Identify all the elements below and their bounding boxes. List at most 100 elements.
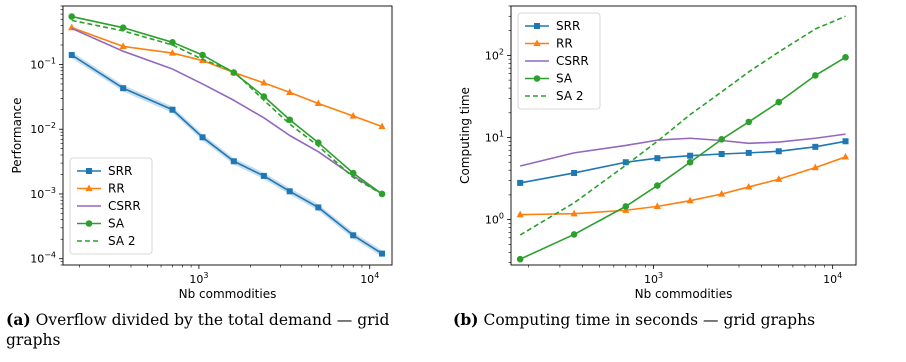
- data-point: [745, 182, 753, 190]
- data-point: [230, 158, 237, 165]
- tick-exponent: 2: [499, 47, 504, 56]
- data-point: [775, 148, 782, 155]
- tick-mantissa: 10: [823, 273, 837, 286]
- y-tick-label: 101: [485, 130, 504, 145]
- legend-label: SA 2: [108, 234, 136, 248]
- x-tick-label: 104: [360, 271, 379, 286]
- data-point: [653, 202, 661, 209]
- data-point: [842, 138, 849, 145]
- legend-label: RR: [556, 37, 573, 51]
- legend-box: [517, 12, 601, 110]
- caption-b-text: Computing time in seconds — grid graphs: [483, 311, 816, 329]
- series-line: [520, 140, 846, 184]
- data-point: [349, 169, 357, 177]
- series-line: [519, 56, 846, 260]
- series-line: [71, 27, 383, 195]
- tick-exponent: 3: [203, 271, 208, 280]
- tick-mantissa: 10: [30, 123, 44, 136]
- tick-mantissa: 10: [30, 188, 44, 201]
- legend: SRR RR CSRR SA SA 2: [69, 157, 153, 255]
- legend-marker: [533, 39, 541, 47]
- tick-mantissa: 10: [485, 132, 499, 145]
- data-point: [812, 143, 819, 150]
- data-point: [687, 152, 694, 159]
- caption-b: (b) Computing time in seconds — grid gra…: [453, 310, 903, 330]
- series-rr: [68, 23, 386, 130]
- series-line: [520, 156, 846, 216]
- data-point: [718, 136, 725, 143]
- data-point: [841, 152, 850, 160]
- legend-marker: [86, 168, 92, 174]
- series-sa: [516, 53, 849, 263]
- data-point: [718, 150, 725, 157]
- y-tick-label: 10−4: [30, 251, 56, 266]
- series-sa: [68, 13, 386, 198]
- x-axis-label: Nb commodities: [635, 287, 733, 300]
- series-csrr: [519, 133, 846, 167]
- y-tick-label: 10−3: [30, 186, 56, 201]
- series-line: [71, 54, 383, 255]
- data-point: [314, 99, 322, 107]
- data-point: [571, 169, 578, 176]
- data-point: [811, 163, 819, 171]
- series-sa-2: [71, 19, 383, 195]
- legend-label: CSRR: [108, 199, 141, 213]
- data-point: [686, 158, 694, 166]
- tick-exponent: −2: [44, 121, 56, 130]
- x-tick-label: 103: [189, 271, 208, 286]
- data-point: [199, 51, 206, 59]
- y-tick-label: 10−2: [30, 121, 56, 136]
- caption-b-tag: (b): [453, 310, 479, 329]
- data-point: [169, 39, 176, 46]
- series-line: [519, 15, 846, 236]
- data-point: [199, 134, 206, 141]
- tick-mantissa: 10: [30, 58, 44, 71]
- data-point: [260, 78, 268, 86]
- legend-marker: [534, 23, 540, 29]
- tick-mantissa: 10: [360, 273, 374, 286]
- plot-area: [68, 13, 386, 257]
- confidence-band: [71, 51, 383, 257]
- series-sa-2: [519, 15, 846, 236]
- tick-exponent: 4: [837, 271, 842, 280]
- data-point: [349, 112, 357, 119]
- data-point: [622, 159, 629, 166]
- series-rr: [516, 152, 850, 218]
- legend-marker: [85, 220, 93, 227]
- y-tick-label: 102: [485, 47, 504, 62]
- x-tick-label: 103: [644, 271, 663, 286]
- tick-mantissa: 10: [189, 273, 203, 286]
- legend-label: SA: [556, 72, 573, 86]
- legend: SRR RR CSRR SA SA 2: [517, 12, 601, 110]
- data-point: [517, 179, 524, 186]
- y-tick-label: 10−1: [30, 56, 56, 71]
- data-point: [654, 182, 661, 189]
- series-srr: [68, 51, 386, 257]
- caption-a-text: Overflow divided by the total demand — g…: [6, 311, 390, 349]
- data-point: [570, 231, 578, 238]
- data-point: [718, 190, 726, 197]
- tick-exponent: 0: [499, 212, 504, 221]
- legend-label: RR: [108, 182, 125, 196]
- tick-mantissa: 10: [30, 253, 44, 266]
- data-point: [68, 13, 76, 20]
- series-line: [71, 26, 383, 128]
- data-point: [119, 42, 127, 50]
- tick-mantissa: 10: [485, 214, 499, 227]
- tick-exponent: −4: [44, 251, 56, 260]
- plot-area: [516, 15, 850, 263]
- legend-marker: [85, 184, 93, 192]
- data-point: [745, 149, 752, 156]
- data-point: [120, 85, 127, 92]
- legend-label: SRR: [556, 19, 580, 33]
- data-point: [286, 116, 294, 124]
- caption-a: (a) Overflow divided by the total demand…: [6, 310, 444, 350]
- y-tick-label: 100: [485, 212, 504, 227]
- data-point: [260, 172, 267, 179]
- tick-exponent: 1: [499, 130, 504, 139]
- tick-exponent: 3: [658, 271, 663, 280]
- legend-box: [69, 157, 153, 255]
- y-axis-label: Computing time: [458, 87, 472, 184]
